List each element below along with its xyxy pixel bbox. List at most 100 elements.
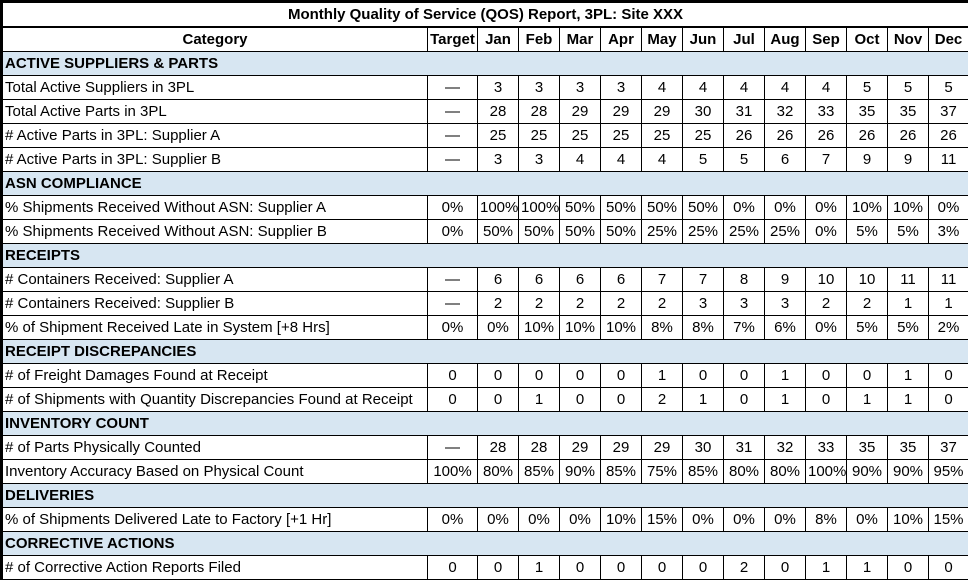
row-label: % Shipments Received Without ASN: Suppli… <box>1 195 428 220</box>
cell-value: 28 <box>518 435 560 460</box>
cell-value: 3 <box>518 75 560 100</box>
table-row: # Containers Received: Supplier B —2 2 2 2 2 3… <box>1 291 968 316</box>
cell-value: 25% <box>641 219 683 244</box>
row-label: # Active Parts in 3PL: Supplier A <box>1 123 428 148</box>
cell-value: 11 <box>887 267 929 292</box>
cell-value: 5% <box>887 219 929 244</box>
cell-value: 2 <box>518 291 560 316</box>
section-row-receipt-discrepancies: RECEIPT DISCREPANCIES <box>0 339 968 364</box>
cell-value: 1 <box>805 555 847 580</box>
cell-value: 5 <box>887 75 929 100</box>
row-label: # of Shipments with Quantity Discrepanci… <box>1 387 428 412</box>
cell-value: 4 <box>723 75 765 100</box>
cell-value: 10% <box>559 315 601 340</box>
cell-value: 3 <box>600 75 642 100</box>
cell-value: 0% <box>846 507 888 532</box>
cell-value: 25 <box>682 123 724 148</box>
cell-value: 50% <box>518 219 560 244</box>
cell-value: 5% <box>846 315 888 340</box>
cell-value: 85% <box>518 459 560 484</box>
section-row-receipts: RECEIPTS <box>0 243 968 268</box>
cell-value: 1 <box>887 291 929 316</box>
target-value: 0 <box>427 363 478 388</box>
cell-value: 1 <box>846 555 888 580</box>
cell-value: 7 <box>641 267 683 292</box>
table-row: % Shipments Received Without ASN: Suppli… <box>1 219 968 244</box>
section-row-corrective-actions: CORRECTIVE ACTIONS <box>0 531 968 556</box>
section-row-inventory-count: INVENTORY COUNT <box>0 411 968 436</box>
month-header-feb: Feb <box>518 26 560 52</box>
cell-value: 0 <box>927 387 968 412</box>
cell-value: 0 <box>559 387 601 412</box>
target-value: 0 <box>427 387 478 412</box>
cell-value: 50% <box>559 195 601 220</box>
cell-value: 26 <box>927 123 968 148</box>
cell-value: 29 <box>641 435 683 460</box>
cell-value: 2% <box>927 315 968 340</box>
cell-value: 6 <box>559 267 601 292</box>
target-value: 0% <box>427 507 478 532</box>
cell-value: 30 <box>682 435 724 460</box>
cell-value: 30 <box>682 99 724 124</box>
cell-value: 10% <box>887 195 929 220</box>
cell-value: 32 <box>764 99 806 124</box>
cell-value: 0% <box>723 507 765 532</box>
cell-value: 8% <box>805 507 847 532</box>
month-header-apr: Apr <box>600 26 642 52</box>
target-header: Target <box>427 26 478 52</box>
cell-value: 0% <box>477 315 519 340</box>
row-label: # of Freight Damages Found at Receipt <box>1 363 428 388</box>
target-value: 0 <box>427 555 478 580</box>
month-header-jul: Jul <box>723 26 765 52</box>
cell-value: 9 <box>846 147 888 172</box>
cell-value: 0% <box>559 507 601 532</box>
cell-value: 50% <box>600 219 642 244</box>
cell-value: 3 <box>764 291 806 316</box>
cell-value: 1 <box>846 387 888 412</box>
cell-value: 29 <box>559 99 601 124</box>
month-header-dec: Dec <box>927 26 968 52</box>
section-row-active-suppliers-parts: ACTIVE SUPPLIERS & PARTS <box>0 51 968 76</box>
cell-value: 0 <box>559 363 601 388</box>
cell-value: 4 <box>559 147 601 172</box>
cell-value: 6 <box>600 267 642 292</box>
cell-value: 80% <box>723 459 765 484</box>
cell-value: 0 <box>927 363 968 388</box>
cell-value: 85% <box>600 459 642 484</box>
cell-value: 15% <box>641 507 683 532</box>
cell-value: 33 <box>805 99 847 124</box>
cell-value: 50% <box>600 195 642 220</box>
cell-value: 0 <box>927 555 968 580</box>
cell-value: 8 <box>723 267 765 292</box>
cell-value: 0 <box>518 363 560 388</box>
cell-value: 28 <box>477 435 519 460</box>
cell-value: 35 <box>846 435 888 460</box>
month-header-nov: Nov <box>887 26 929 52</box>
cell-value: 2 <box>477 291 519 316</box>
cell-value: 75% <box>641 459 683 484</box>
cell-value: 10% <box>887 507 929 532</box>
cell-value: 37 <box>927 99 968 124</box>
cell-value: 0% <box>805 219 847 244</box>
cell-value: 6 <box>477 267 519 292</box>
title-row: Monthly Quality of Service (QOS) Report,… <box>0 1 968 28</box>
cell-value: 32 <box>764 435 806 460</box>
cell-value: 1 <box>927 291 968 316</box>
cell-value: 3 <box>559 75 601 100</box>
table-row: # Containers Received: Supplier A —6 6 6 6 7 7… <box>1 267 968 292</box>
cell-value: 10 <box>805 267 847 292</box>
cell-value: 100% <box>477 195 519 220</box>
cell-value: 10 <box>846 267 888 292</box>
cell-value: 1 <box>887 363 929 388</box>
cell-value: 31 <box>723 435 765 460</box>
target-value: — <box>427 75 478 100</box>
cell-value: 8% <box>641 315 683 340</box>
section-header-deliveries: DELIVERIES <box>0 483 968 508</box>
month-header-mar: Mar <box>559 26 601 52</box>
cell-value: 37 <box>927 435 968 460</box>
cell-value: 5% <box>846 219 888 244</box>
cell-value: 26 <box>723 123 765 148</box>
month-header-aug: Aug <box>764 26 806 52</box>
cell-value: 8% <box>682 315 724 340</box>
